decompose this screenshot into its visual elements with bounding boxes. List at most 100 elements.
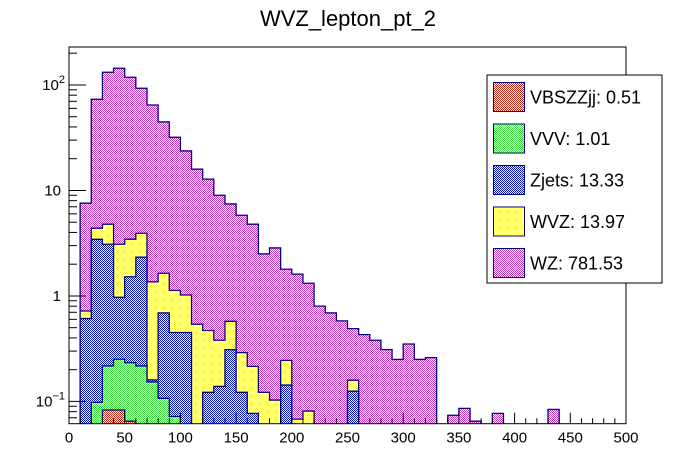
outline-zjets <box>79 238 360 424</box>
bar-vvv-40 <box>113 359 125 424</box>
x-tick-label: 0 <box>65 430 73 447</box>
bar-zjets-10 <box>80 318 92 424</box>
bar-wz-240 <box>336 320 348 424</box>
bar-wz-280 <box>380 349 393 424</box>
legend-entry-vbszzjj: VBSZZjj: 0.51 <box>493 82 641 112</box>
bar-wz-260 <box>358 334 370 424</box>
bar-wz-430 <box>548 409 560 424</box>
bar-vvv-20 <box>91 402 103 424</box>
bar-wz-130 <box>213 195 225 424</box>
x-tick-label: 200 <box>279 430 304 447</box>
bar-wz-160 <box>247 224 259 424</box>
bar-zjets-50 <box>124 276 136 424</box>
bar-zjets-30 <box>102 244 114 424</box>
x-tick-label: 500 <box>613 430 638 447</box>
legend-label: VBSZZjj: 0.51 <box>530 88 641 108</box>
bar-wz-220 <box>314 306 326 424</box>
bar-wz-300 <box>403 344 415 424</box>
bar-zjets-140 <box>224 349 237 424</box>
bar-wz-380 <box>492 413 504 424</box>
legend-label: WZ: 781.53 <box>530 254 623 274</box>
outline-wz <box>79 67 560 424</box>
y-tick-label: 10−1 <box>36 390 65 410</box>
bar-wz-270 <box>369 340 381 424</box>
legend-swatch-zjets <box>493 165 525 195</box>
bar-vvv-30 <box>102 365 114 424</box>
bar-vvv-90 <box>169 416 181 424</box>
bar-wz-110 <box>191 169 203 424</box>
bar-vbszzjj-30 <box>102 409 114 424</box>
bar-wvz-150 <box>236 352 248 424</box>
y-tick-label: 1 <box>53 288 61 305</box>
x-tick-label: 450 <box>558 430 583 447</box>
bar-wvz-180 <box>269 400 281 424</box>
bar-wvz-170 <box>258 392 270 424</box>
bar-wvz-210 <box>302 411 315 424</box>
bar-wz-150 <box>236 215 248 424</box>
y-tick-label: 102 <box>42 74 65 94</box>
legend-swatch-wz <box>493 248 525 278</box>
bar-zjets-130 <box>213 386 225 424</box>
bar-wvz-130 <box>213 340 225 424</box>
bar-zjets-100 <box>180 332 192 424</box>
bar-wz-200 <box>291 274 303 424</box>
bar-wz-230 <box>325 312 337 424</box>
bar-wz-310 <box>414 359 426 424</box>
legend-swatch-vvv <box>493 123 525 154</box>
bar-vvv-80 <box>158 398 170 424</box>
bar-vvv-60 <box>135 365 147 424</box>
bar-vvv-50 <box>124 362 136 424</box>
bar-zjets-80 <box>158 312 170 424</box>
bar-zjets-120 <box>202 392 214 424</box>
x-tick-label: 250 <box>335 430 360 447</box>
bar-zjets-20 <box>91 239 103 424</box>
bar-wz-70 <box>146 104 159 424</box>
histogram-bars <box>79 67 560 424</box>
legend-entry-zjets: Zjets: 13.33 <box>493 165 624 195</box>
legend-entry-vvv: VVV: 1.01 <box>493 123 610 154</box>
y-tick-label: 10 <box>44 182 61 199</box>
legend-entry-wvz: WVZ: 13.97 <box>493 206 625 237</box>
outline-vvv <box>90 358 182 424</box>
bar-wz-120 <box>202 179 214 424</box>
bar-wz-140 <box>224 203 237 424</box>
bar-wz-320 <box>425 357 437 424</box>
bar-wz-290 <box>392 359 404 424</box>
legend-label: WVZ: 13.97 <box>530 212 625 232</box>
x-tick-label: 150 <box>224 430 249 447</box>
x-tick-label: 50 <box>116 430 133 447</box>
bar-wz-340 <box>447 415 459 424</box>
bar-wz-360 <box>470 421 482 424</box>
bar-wvz-160 <box>247 366 259 424</box>
chart-title: WVZ_lepton_pt_2 <box>260 6 436 31</box>
bar-wz-170 <box>258 253 270 424</box>
bar-zjets-250 <box>347 391 359 424</box>
bar-wvz-70 <box>146 281 159 424</box>
x-tick-label: 300 <box>391 430 416 447</box>
x-tick-label: 100 <box>168 430 193 447</box>
bar-zjets-150 <box>236 392 248 424</box>
bar-wz-180 <box>269 247 281 424</box>
bar-wz-210 <box>302 283 315 424</box>
bar-wvz-200 <box>291 419 303 424</box>
bar-wz-350 <box>458 408 471 424</box>
legend: VBSZZjj: 0.51 VVV: 1.01 Zjets: 13.33 WVZ: 1… <box>486 74 663 284</box>
legend-label: Zjets: 13.33 <box>530 171 624 191</box>
legend-entry-wz: WZ: 781.53 <box>493 248 623 278</box>
legend-swatch-vbszzjj <box>493 82 525 112</box>
bar-wz-100 <box>180 150 192 424</box>
bar-zjets-90 <box>169 332 181 424</box>
x-tick-label: 400 <box>502 430 527 447</box>
bar-vbszzjj-40 <box>113 409 125 424</box>
series-vvv <box>90 358 182 424</box>
legend-swatch-wvz <box>493 206 525 237</box>
bar-wz-190 <box>280 269 292 424</box>
legend-label: VVV: 1.01 <box>530 129 610 149</box>
bar-vvv-70 <box>146 381 159 424</box>
x-tick-label: 350 <box>446 430 471 447</box>
bar-zjets-160 <box>247 413 259 424</box>
bar-wz-250 <box>347 328 359 424</box>
bar-zjets-60 <box>135 257 147 424</box>
bar-wz-90 <box>169 137 181 424</box>
